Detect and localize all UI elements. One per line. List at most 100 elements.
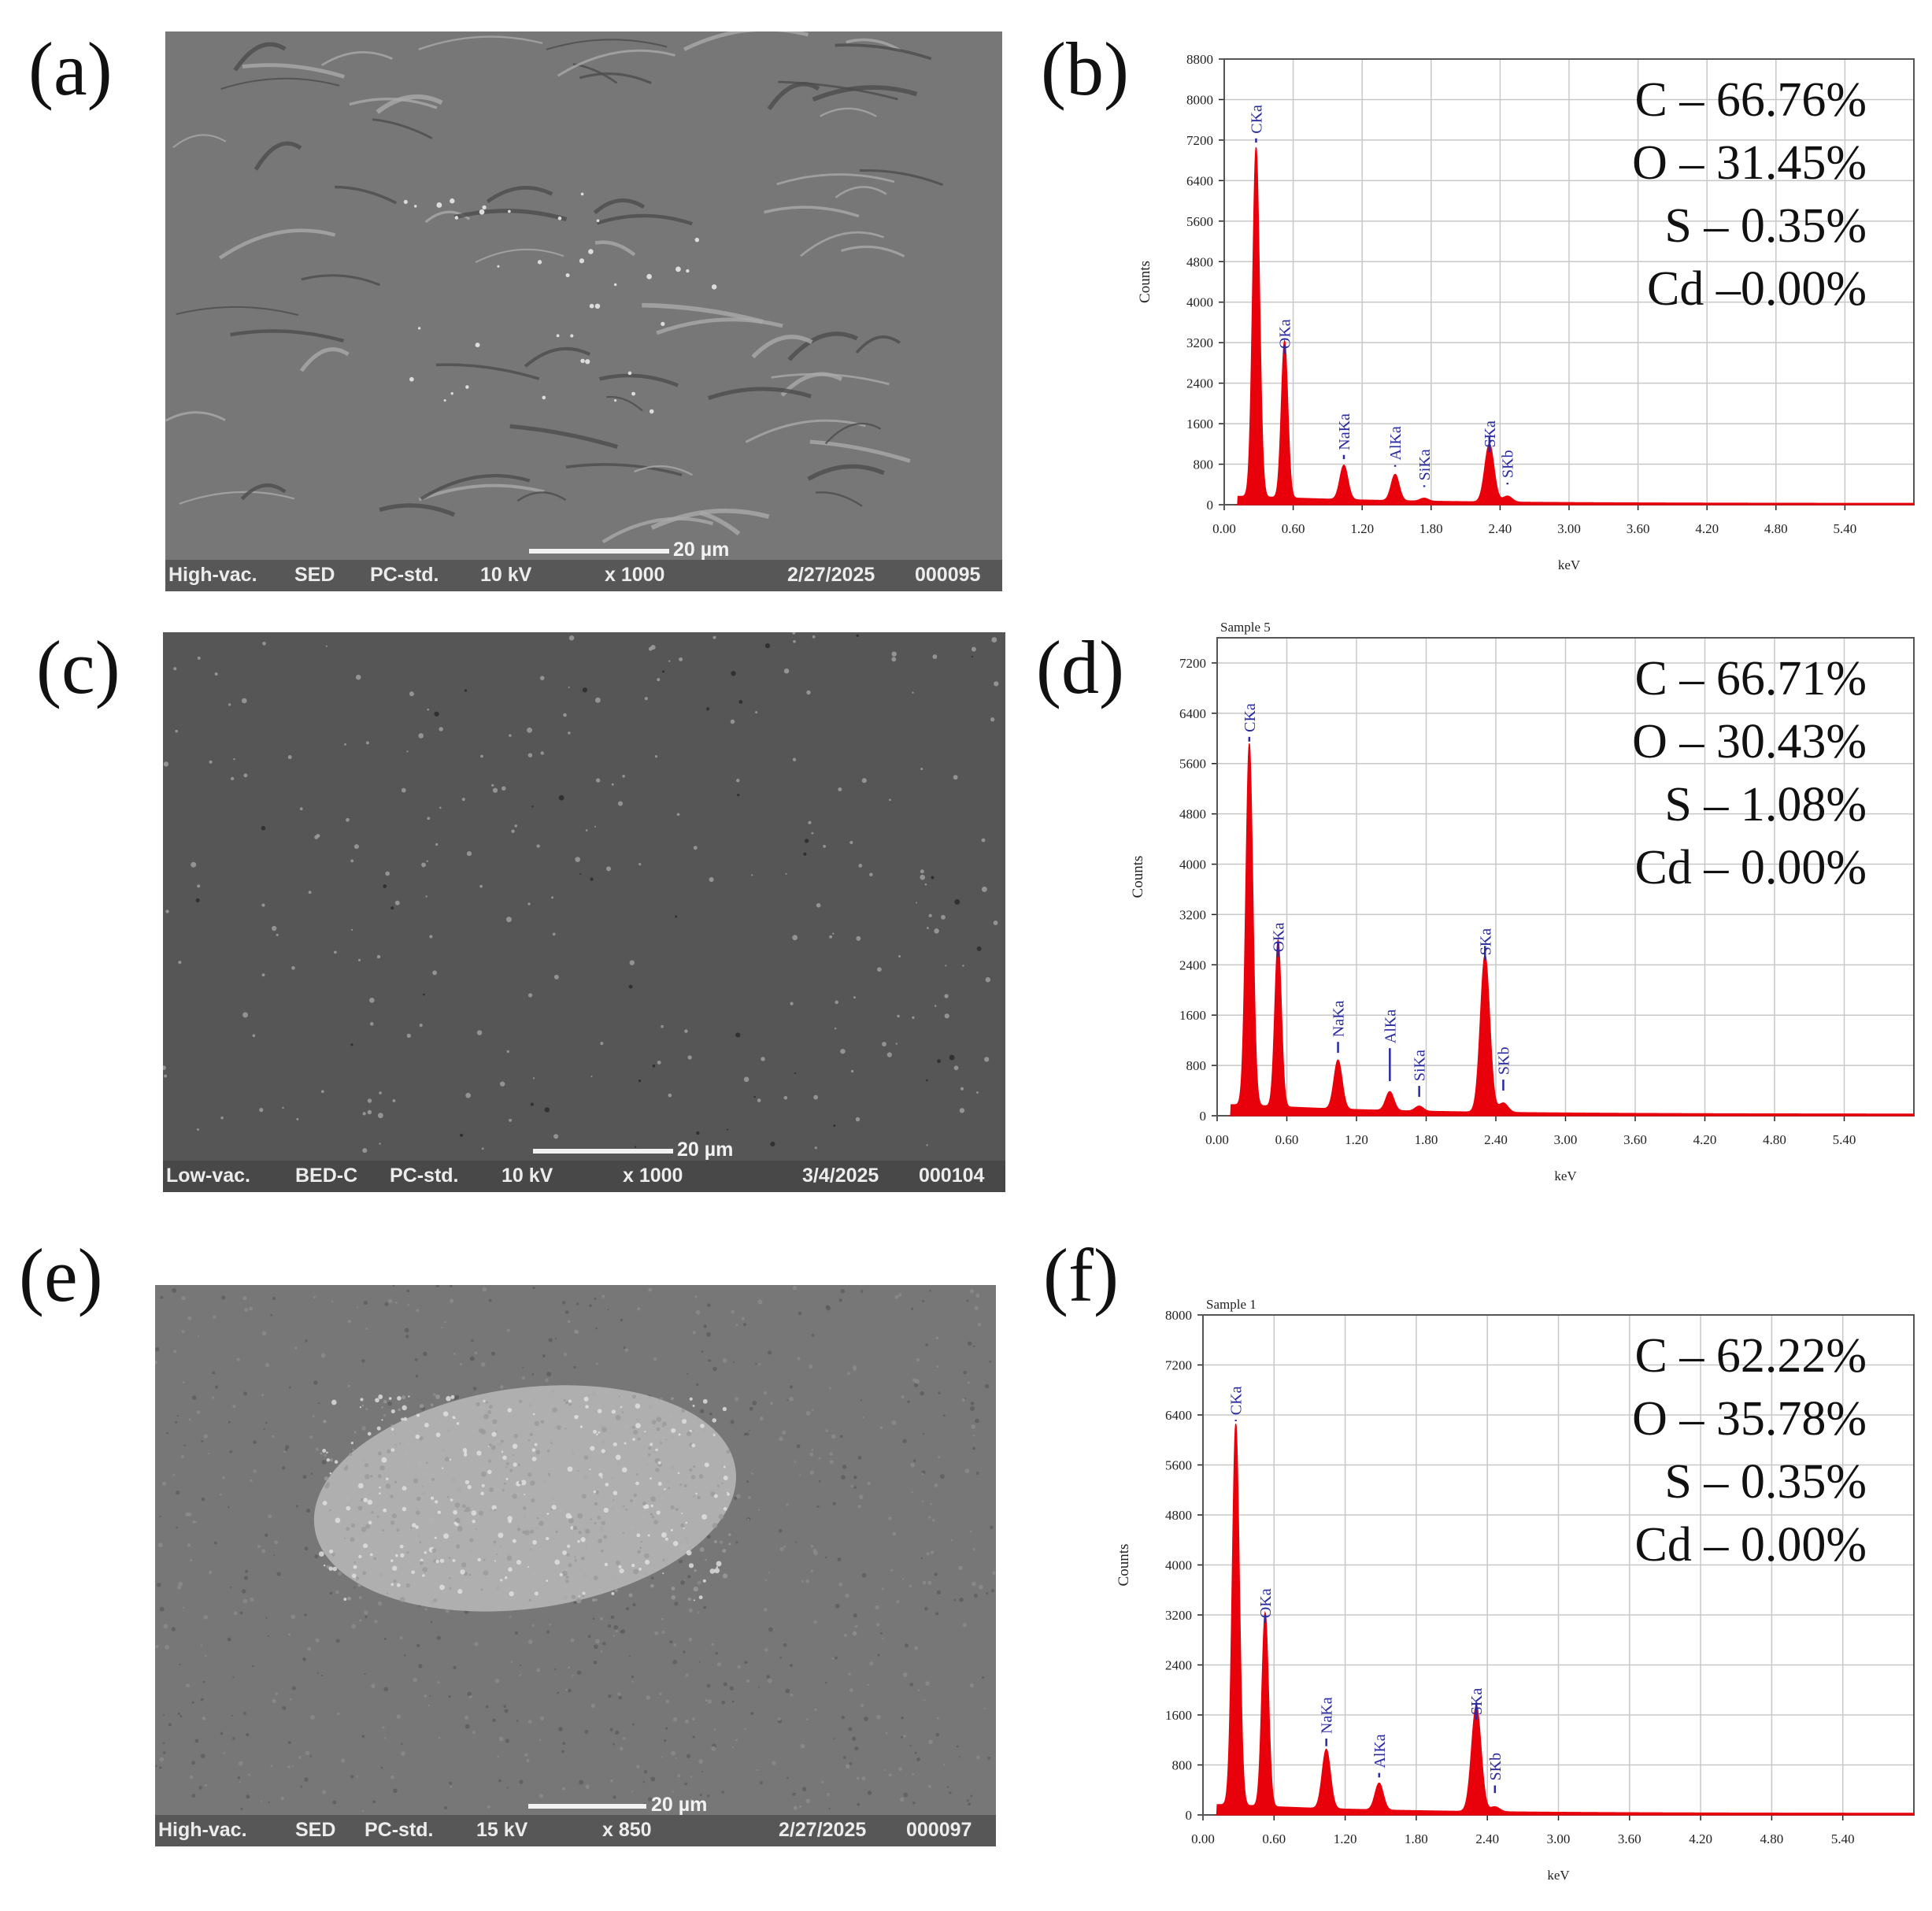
surface-grain: [972, 1548, 975, 1551]
vacuum-mode: Low-vac.: [166, 1165, 250, 1187]
peak-label: NaKa: [1336, 413, 1353, 450]
surface-particle: [594, 303, 601, 309]
surface-grain: [758, 1363, 761, 1366]
surface-grain: [723, 1682, 727, 1687]
surface-grain: [800, 1743, 805, 1749]
surface-grain: [482, 1287, 487, 1292]
surface-particle: [877, 967, 882, 972]
surface-wrinkle: [807, 464, 885, 481]
surface-grain: [276, 1572, 281, 1576]
surface-grain: [449, 1298, 454, 1303]
surface-grain: [867, 1481, 871, 1486]
surface-grain: [744, 1661, 748, 1665]
surface-wrinkle: [859, 169, 944, 187]
surface-wrinkle: [379, 503, 456, 517]
surface-grain: [506, 1328, 510, 1332]
image-number: 000104: [919, 1165, 985, 1187]
surface-wrinkle: [634, 465, 694, 476]
surface-grain: [568, 1666, 571, 1669]
surface-wrinkle: [220, 77, 340, 90]
surface-particle: [252, 1034, 256, 1038]
surface-particle: [261, 903, 265, 907]
surface-wrinkle: [179, 491, 295, 505]
surface-particle: [553, 974, 559, 980]
surface-particle: [376, 954, 381, 959]
surface-grain: [637, 1307, 641, 1311]
surface-particle: [385, 871, 390, 876]
surface-particle: [358, 958, 361, 961]
surface-grain: [989, 1360, 992, 1363]
surface-particle: [527, 993, 533, 998]
surface-grain: [877, 1654, 880, 1657]
surface-particle: [454, 216, 459, 220]
surface-grain: [813, 1620, 817, 1624]
surface-particle: [886, 1052, 892, 1057]
surface-particle: [832, 932, 835, 935]
surface-grain: [845, 1764, 850, 1769]
surface-grain: [590, 1703, 595, 1709]
surface-particle: [243, 773, 248, 778]
surface-particle: [579, 258, 585, 264]
surface-particle: [661, 321, 665, 326]
surface-grain: [881, 1587, 884, 1591]
surface-wrinkle: [176, 306, 299, 317]
surface-grain: [427, 1704, 431, 1707]
surface-grain: [430, 1620, 433, 1624]
surface-grain: [663, 1739, 667, 1742]
surface-grain: [706, 1535, 711, 1539]
surface-grain: [176, 1491, 180, 1495]
surface-grain: [785, 1688, 790, 1694]
surface-particle: [409, 376, 414, 382]
surface-particle: [465, 1092, 471, 1098]
surface-grain: [494, 1678, 500, 1683]
surface-grain: [672, 1791, 674, 1793]
surface-wrinkle: [524, 346, 591, 368]
surface-grain: [841, 1475, 846, 1480]
surface-grain: [696, 1383, 699, 1387]
surface-grain: [364, 1672, 366, 1675]
surface-grain: [981, 1676, 985, 1680]
surface-grain: [221, 1295, 226, 1300]
surface-particle: [241, 698, 247, 704]
surface-grain: [898, 1767, 902, 1771]
surface-grain: [683, 1650, 686, 1654]
surface-particle: [712, 635, 716, 639]
surface-grain: [856, 1776, 860, 1780]
y-tick-label: 3200: [1186, 335, 1213, 350]
surface-particle: [537, 260, 542, 265]
surface-grain: [861, 1776, 866, 1781]
surface-grain: [497, 1755, 500, 1758]
surface-particle: [197, 884, 201, 888]
surface-grain: [555, 1338, 557, 1340]
surface-grain: [975, 1293, 980, 1298]
surface-grain: [809, 1470, 815, 1475]
surface-particle: [536, 844, 540, 848]
surface-grain: [840, 1435, 843, 1439]
surface-wrinkle: [708, 387, 812, 401]
surface-grain: [313, 1380, 318, 1385]
surface-grain: [913, 1459, 916, 1462]
surface-grain: [197, 1335, 199, 1338]
surface-grain: [903, 1792, 909, 1798]
peak-label: SKa: [1482, 420, 1499, 448]
surface-grain: [976, 1755, 980, 1760]
surface-wrinkle: [841, 245, 905, 257]
surface-grain: [934, 1483, 938, 1487]
surface-particle: [350, 1043, 353, 1046]
sem-background: [165, 31, 1002, 591]
surface-grain: [932, 1519, 935, 1522]
surface-particle: [173, 667, 177, 671]
surface-particle: [764, 643, 771, 649]
surface-grain: [721, 1700, 726, 1705]
surface-grain: [232, 1676, 235, 1679]
surface-grain: [163, 1624, 168, 1629]
surface-grain: [304, 1613, 307, 1617]
surface-grain: [916, 1757, 921, 1761]
surface-grain: [687, 1372, 689, 1375]
surface-particle: [450, 198, 455, 204]
surface-particle: [429, 935, 433, 939]
surface-grain: [751, 1472, 753, 1475]
vacuum-mode: High-vac.: [168, 564, 257, 586]
surface-particle: [931, 876, 935, 880]
surface-grain: [818, 1457, 821, 1460]
